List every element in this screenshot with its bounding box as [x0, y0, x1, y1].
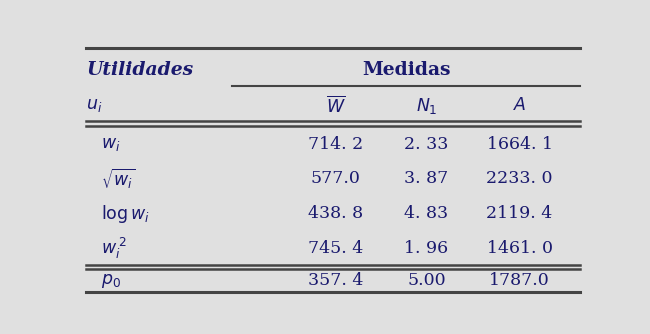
- Text: Utilidades: Utilidades: [86, 61, 194, 78]
- Text: 577.0: 577.0: [311, 170, 361, 187]
- Text: 714. 2: 714. 2: [308, 136, 363, 153]
- Text: 745. 4: 745. 4: [308, 240, 363, 257]
- Text: $N_1$: $N_1$: [415, 96, 437, 116]
- Text: 3. 87: 3. 87: [404, 170, 448, 187]
- Text: 4. 83: 4. 83: [404, 205, 448, 222]
- Text: 357. 4: 357. 4: [308, 272, 363, 289]
- Text: $u_i$: $u_i$: [86, 97, 103, 114]
- Text: $w_i^{\,2}$: $w_i^{\,2}$: [101, 236, 127, 261]
- Text: $A$: $A$: [513, 97, 526, 114]
- Text: $\overline{W}$: $\overline{W}$: [326, 95, 346, 116]
- Text: 1. 96: 1. 96: [404, 240, 448, 257]
- Text: 2. 33: 2. 33: [404, 136, 448, 153]
- Text: $w_i$: $w_i$: [101, 136, 121, 153]
- Text: $\sqrt{w_i}$: $\sqrt{w_i}$: [101, 167, 136, 191]
- Text: 2119. 4: 2119. 4: [486, 205, 552, 222]
- Text: $p_0$: $p_0$: [101, 272, 122, 290]
- Text: 1664. 1: 1664. 1: [486, 136, 552, 153]
- Text: 1461. 0: 1461. 0: [486, 240, 552, 257]
- Text: 5.00: 5.00: [407, 272, 446, 289]
- Text: 2233. 0: 2233. 0: [486, 170, 552, 187]
- Text: Medidas: Medidas: [362, 61, 450, 78]
- Text: 438. 8: 438. 8: [308, 205, 363, 222]
- Text: 1787.0: 1787.0: [489, 272, 550, 289]
- Text: $\log w_i$: $\log w_i$: [101, 203, 150, 225]
